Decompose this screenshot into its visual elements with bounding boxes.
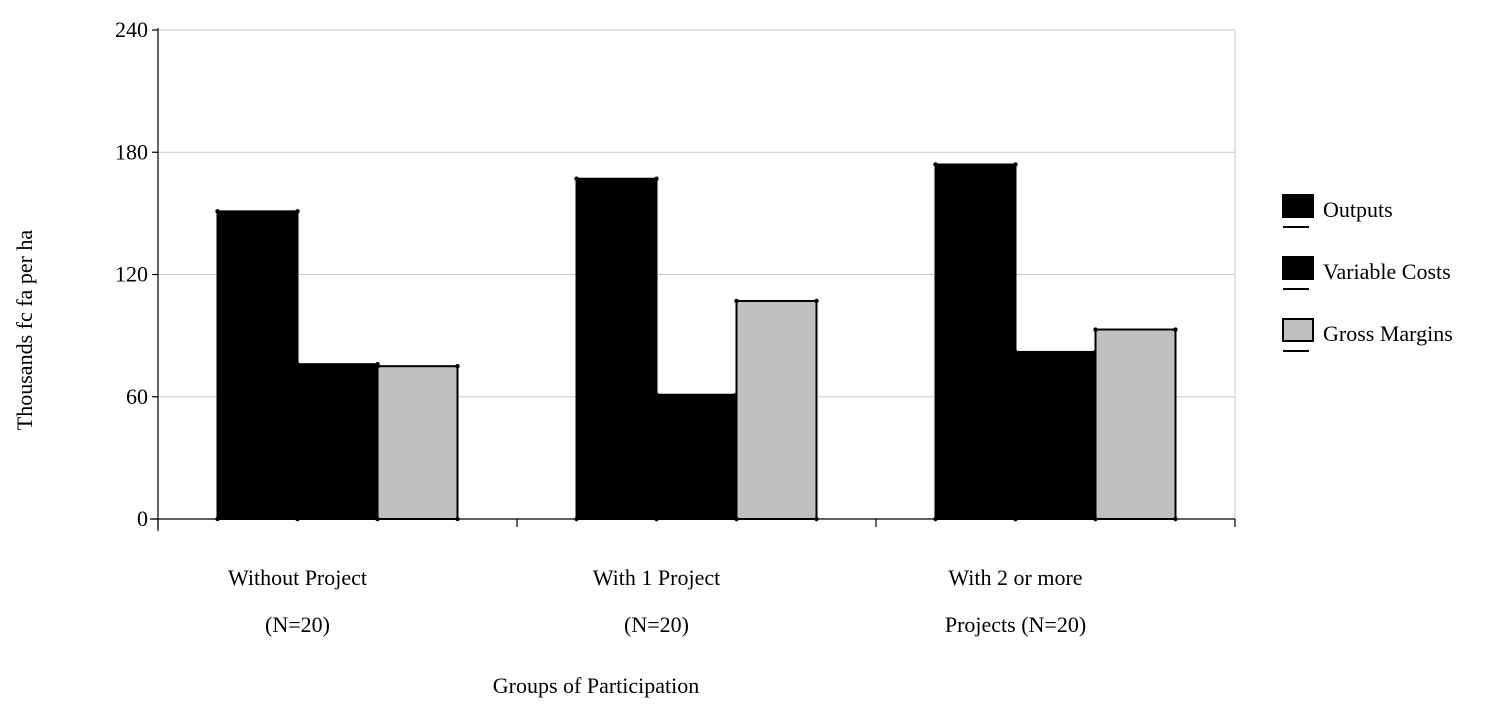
- bar-corner-marker: [295, 361, 300, 367]
- bar-fill: [216, 210, 299, 520]
- bar-fill: [1014, 350, 1097, 520]
- legend-label: Outputs: [1323, 197, 1393, 222]
- bar-corner-marker: [455, 363, 460, 369]
- category-label: With 1 Project: [593, 565, 720, 590]
- y-axis-title: Thousands fc fa per ha: [12, 230, 37, 431]
- bar-outputs: [215, 209, 300, 522]
- category-label: Projects (N=20): [945, 612, 1086, 637]
- bar-fill: [575, 177, 658, 521]
- category-label: (N=20): [265, 612, 330, 637]
- x-axis-title: Groups of Participation: [493, 673, 700, 698]
- bar-fill: [1094, 328, 1177, 521]
- bar-corner-marker: [654, 392, 659, 397]
- y-tick-label: 180: [115, 139, 148, 164]
- bar-gross-margins: [375, 363, 460, 522]
- bar-outputs: [574, 176, 659, 522]
- bar-corner-marker: [933, 162, 938, 167]
- legend-label: Gross Margins: [1323, 321, 1453, 346]
- legend-swatch: [1282, 256, 1314, 280]
- bar-fill: [296, 363, 379, 520]
- legend-swatch: [1282, 194, 1314, 218]
- bar-corner-marker: [1173, 327, 1178, 332]
- bar-corner-marker: [654, 176, 659, 181]
- y-tick-label: 0: [137, 506, 148, 531]
- bar-corner-marker: [1013, 162, 1018, 167]
- bar-fill: [376, 365, 459, 520]
- legend: Outputs Variable Costs Gross Margins: [1282, 194, 1453, 352]
- category-label: With 2 or more: [948, 565, 1082, 590]
- bar-corner-marker: [814, 298, 819, 304]
- bar-fill: [655, 393, 738, 520]
- bar-variable-costs: [295, 361, 380, 522]
- bar-corner-marker: [574, 176, 579, 181]
- bar-corner-marker: [1013, 349, 1018, 355]
- category-label: Without Project: [228, 565, 367, 590]
- legend-swatch: [1282, 318, 1314, 342]
- bar-corner-marker: [215, 209, 220, 214]
- legend-item-outputs: Outputs: [1282, 194, 1393, 228]
- axes: [150, 28, 1236, 531]
- legend-label: Variable Costs: [1323, 259, 1451, 284]
- bar-outputs: [933, 162, 1018, 522]
- plot-frame: [158, 29, 1236, 519]
- category-labels: Without Project (N=20) With 1 Project (N=20…: [228, 565, 1086, 637]
- gridlines: [158, 29, 1235, 398]
- bar-corner-marker: [295, 209, 300, 214]
- bar-variable-costs: [1013, 349, 1098, 522]
- bar-corner-marker: [1093, 327, 1098, 332]
- y-tick-label: 60: [126, 384, 148, 409]
- y-tick-label: 120: [115, 262, 148, 287]
- bar-corner-marker: [375, 363, 380, 369]
- bar-fill: [735, 299, 818, 520]
- category-label: (N=20): [624, 612, 689, 637]
- bars: [215, 162, 1178, 522]
- legend-item-gross-margins: Gross Margins: [1282, 318, 1453, 352]
- legend-item-variable-costs: Variable Costs: [1282, 256, 1451, 290]
- y-tick-label: 240: [115, 17, 148, 42]
- bar-gross-margins: [1093, 327, 1178, 522]
- bar-gross-margins: [734, 298, 819, 522]
- bar-variable-costs: [654, 392, 739, 522]
- y-tick-labels: 0 60 120 180 240: [115, 17, 148, 531]
- bar-corner-marker: [734, 298, 739, 304]
- bar-fill: [934, 163, 1017, 520]
